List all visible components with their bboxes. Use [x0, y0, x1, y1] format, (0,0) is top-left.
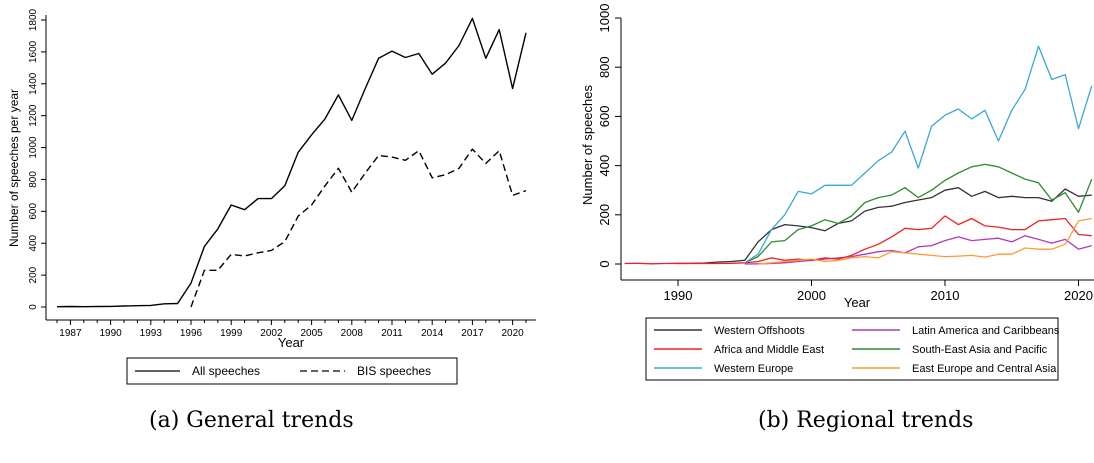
- series-line-western-europe: [744, 45, 1093, 264]
- chart-a-y-tick-label: 0: [28, 304, 39, 310]
- chart-b-x-axis-label: Year: [844, 295, 871, 310]
- chart-b-x-tick-label: 2020: [1064, 288, 1093, 303]
- chart-b-legend: Western Offshoots Latin America and Carib…: [645, 317, 1060, 381]
- chart-a-y-axis-label: Number of speeches per year: [7, 89, 21, 247]
- chart-a-x-tick-label: 1999: [220, 328, 243, 339]
- chart-a-legend: All speeches BIS speeches: [126, 357, 458, 385]
- chart-b-y-tick-label: 1000: [597, 4, 612, 33]
- series-line-south-east-asia-and-pacific: [744, 163, 1093, 264]
- chart-a-x-axis-label: Year: [278, 335, 305, 350]
- chart-a-x-tick-label: 2011: [381, 328, 403, 339]
- chart-a-legend-box: [126, 357, 458, 385]
- caption-regional-trends: (b) Regional trends: [758, 408, 974, 433]
- series-line-east-europe-and-central-asia: [758, 217, 1092, 265]
- series-line-bis-speeches: [190, 148, 527, 308]
- chart-a-y-tick-label: 400: [28, 234, 39, 251]
- chart-a-y-tick-label: 1000: [28, 136, 39, 159]
- chart-general-trends: 1987 1990 1993 1996 1999 2002 2005 2008 2011 2014…: [7, 8, 536, 385]
- chart-a-x-tick-label: 2017: [461, 328, 484, 339]
- series-line-all-speeches: [56, 17, 527, 308]
- chart-a-legend-label-all: All speeches: [192, 364, 260, 378]
- chart-a-y-tick-label: 1400: [28, 72, 39, 95]
- caption-general-trends: (a) General trends: [149, 408, 354, 433]
- series-line-latin-america-and-caribbeans: [744, 235, 1092, 265]
- chart-a-x-tick-label: 1996: [180, 328, 203, 339]
- chart-b-x-tick-label: 2010: [931, 288, 960, 303]
- chart-b-x-tick-label: 2000: [797, 288, 826, 303]
- chart-b-y-tick-label: 0: [597, 260, 612, 267]
- chart-b-y-axis-label: Number of speeches: [580, 85, 595, 205]
- chart-a-y-tick-label: 600: [28, 203, 39, 220]
- legend-label-latin-america-and-caribbeans: Latin America and Caribbeans: [912, 325, 1060, 337]
- chart-b-y-tick-label: 800: [597, 56, 612, 78]
- chart-a-y-tick-label: 1200: [28, 104, 39, 127]
- chart-a-y-tick-label: 800: [28, 171, 39, 188]
- chart-a-y-tick-label: 1600: [28, 40, 39, 63]
- legend-label-western-europe: Western Europe: [714, 363, 793, 375]
- legend-label-south-east-asia-and-pacific: South-East Asia and Pacific: [912, 344, 1048, 356]
- legend-label-africa-and-middle-east: Africa and Middle East: [714, 344, 824, 356]
- chart-regional-trends: 1990 2000 2010 2020 0 200 400 600 800 1000 Year N…: [580, 4, 1094, 381]
- chart-a-x-tick-label: 1987: [59, 328, 82, 339]
- chart-b-y-tick-label: 600: [597, 106, 612, 128]
- legend-label-east-europe-and-central-asia: East Europe and Central Asia: [912, 363, 1057, 375]
- chart-b-y-tick-label: 200: [597, 204, 612, 226]
- chart-a-legend-label-bis: BIS speeches: [357, 364, 431, 378]
- chart-a-x-tick-label: 2014: [421, 328, 444, 339]
- legend-label-western-offshoots: Western Offshoots: [714, 325, 805, 337]
- chart-a-x-tick-label: 2005: [300, 328, 323, 339]
- chart-a-x-tick-label: 2008: [341, 328, 364, 339]
- series-line-africa-and-middle-east: [624, 215, 1092, 265]
- chart-a-x-tick-label: 1990: [99, 328, 122, 339]
- chart-b-y-tick-label: 400: [597, 155, 612, 177]
- chart-a-y-tick-label: 1800: [28, 8, 39, 31]
- chart-a-x-tick-label: 2020: [501, 328, 524, 339]
- chart-a-y-tick-label: 200: [28, 266, 39, 283]
- chart-a-x-tick-label: 2002: [260, 328, 283, 339]
- series-line-western-offshoots: [677, 187, 1092, 265]
- chart-a-x-tick-label: 1993: [140, 328, 163, 339]
- chart-b-x-tick-label: 1990: [664, 288, 693, 303]
